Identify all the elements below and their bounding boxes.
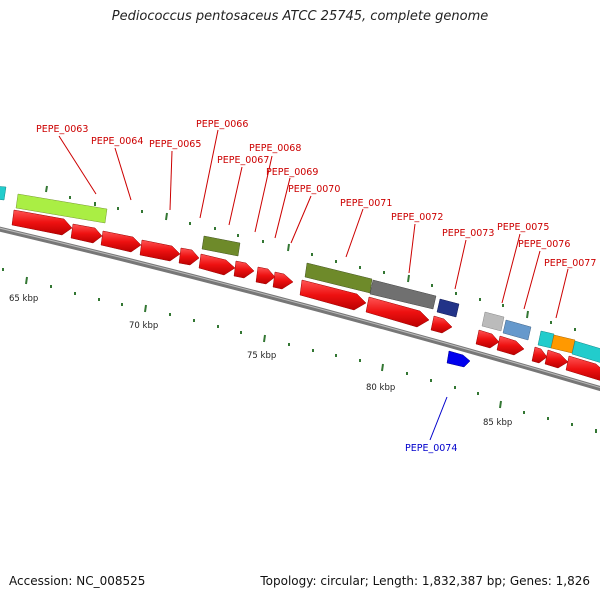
feature-steelblue-0076: [502, 319, 532, 341]
cds-arrow: [365, 296, 430, 328]
cds-arrow: [100, 230, 142, 253]
gene-label-pepe-0077[interactable]: PEPE_0077: [544, 258, 596, 269]
cds-arrow: [565, 355, 600, 381]
cds-arrow: [233, 260, 255, 279]
outer-ticks: [45, 185, 576, 331]
cds-arrow: [544, 349, 569, 369]
genome-backbone-highlight: [0, 227, 600, 389]
genome-backbone: [0, 226, 600, 392]
gene-label-pepe-0070[interactable]: PEPE_0070: [288, 184, 340, 195]
cds-arrow: [198, 253, 236, 276]
feature-navy-0073: [436, 298, 460, 318]
gene-label-pepe-0064[interactable]: PEPE_0064: [91, 136, 143, 147]
cds-arrows: [11, 209, 600, 381]
inner-ticks: [2, 268, 597, 433]
cds-arrow: [11, 209, 73, 236]
gene-label-pepe-0067[interactable]: PEPE_0067: [217, 155, 269, 166]
feature-cyan-right: [571, 340, 600, 363]
cds-arrow: [70, 223, 103, 244]
gene-label-pepe-0076[interactable]: PEPE_0076: [518, 239, 570, 250]
label-leader-lines: [58, 129, 569, 319]
feature-gray-0072: [369, 279, 437, 310]
gene-label-pepe-0074[interactable]: PEPE_0074: [405, 443, 457, 454]
label-leader-line-0074: [429, 396, 448, 441]
upper-features: [0, 186, 600, 363]
genome-stats-text: Topology: circular; Length: 1,832,387 bp…: [260, 574, 590, 588]
accession-text: Accession: NC_008525: [9, 574, 146, 588]
gene-label-pepe-0075[interactable]: PEPE_0075: [497, 222, 549, 233]
cds-arrow: [299, 279, 367, 311]
cds-arrow: [178, 247, 200, 266]
scale-label-65kbp: 65 kbp: [9, 294, 38, 304]
cds-arrow: [272, 271, 294, 290]
feature-orange-0077: [550, 334, 576, 354]
cds-arrow: [139, 239, 181, 262]
gene-label-pepe-0071[interactable]: PEPE_0071: [340, 198, 392, 209]
gene-label-pepe-0066[interactable]: PEPE_0066: [196, 119, 248, 130]
feature-lightgray-0075: [481, 311, 505, 332]
gene-label-pepe-0073[interactable]: PEPE_0073: [442, 228, 494, 239]
feature-cyan-left: [0, 186, 7, 201]
scale-label-70kbp: 70 kbp: [129, 321, 158, 331]
cds-arrow: [255, 266, 276, 285]
gene-label-pepe-0069[interactable]: PEPE_0069: [266, 167, 318, 178]
feature-blue-0074: [446, 350, 471, 368]
gene-label-pepe-0072[interactable]: PEPE_0072: [391, 212, 443, 223]
cds-arrow: [496, 335, 525, 356]
feature-olive-0067: [201, 235, 241, 257]
cds-arrow: [475, 329, 500, 349]
gene-label-pepe-0068[interactable]: PEPE_0068: [249, 143, 301, 154]
scale-label-85kbp: 85 kbp: [483, 418, 512, 428]
genome-title: Pediococcus pentosaceus ATCC 25745, comp…: [111, 9, 489, 24]
gene-label-pepe-0065[interactable]: PEPE_0065: [149, 139, 201, 150]
cds-arrow: [430, 315, 453, 334]
feature-light-green: [15, 193, 108, 224]
cds-arrow: [531, 346, 548, 364]
scale-label-80kbp: 80 kbp: [366, 383, 395, 393]
scale-label-75kbp: 75 kbp: [247, 351, 276, 361]
gene-label-pepe-0063[interactable]: PEPE_0063: [36, 124, 88, 135]
